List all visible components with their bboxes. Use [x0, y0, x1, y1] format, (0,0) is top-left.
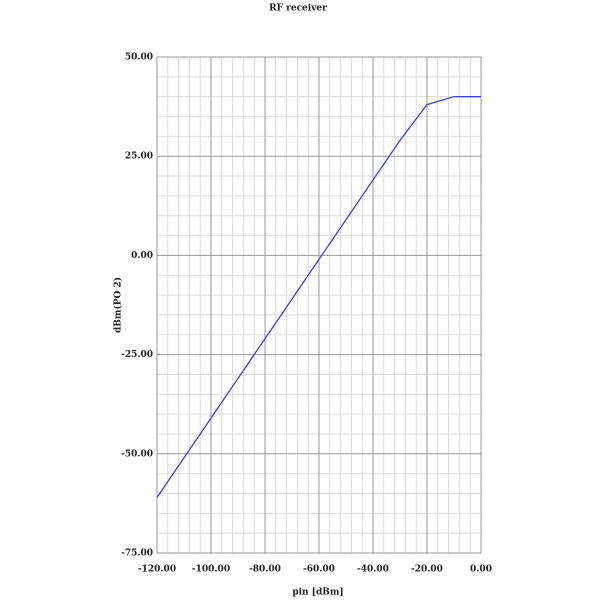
x-tick-label: -60.00	[303, 565, 335, 575]
x-tick-label: -100.00	[192, 565, 230, 575]
y-tick-label: 50.00	[125, 53, 153, 63]
y-tick-label: 0.00	[131, 251, 153, 261]
y-axis-label: dBm(PO 2)	[113, 277, 124, 333]
y-tick-label: 25.00	[125, 152, 153, 162]
chart-title: RF receiver	[269, 4, 327, 14]
x-axis-label: pin [dBm]	[292, 588, 343, 598]
x-tick-label: 0.00	[470, 565, 492, 575]
x-tick-label: -40.00	[357, 565, 389, 575]
data-line	[156, 96, 481, 498]
x-tick-label: -80.00	[249, 565, 281, 575]
y-tick-label: -25.00	[121, 350, 153, 360]
x-tick-label: -120.00	[138, 565, 176, 575]
y-tick-label: -75.00	[121, 549, 153, 559]
x-tick-label: -20.00	[411, 565, 443, 575]
y-tick-label: -50.00	[121, 449, 153, 459]
